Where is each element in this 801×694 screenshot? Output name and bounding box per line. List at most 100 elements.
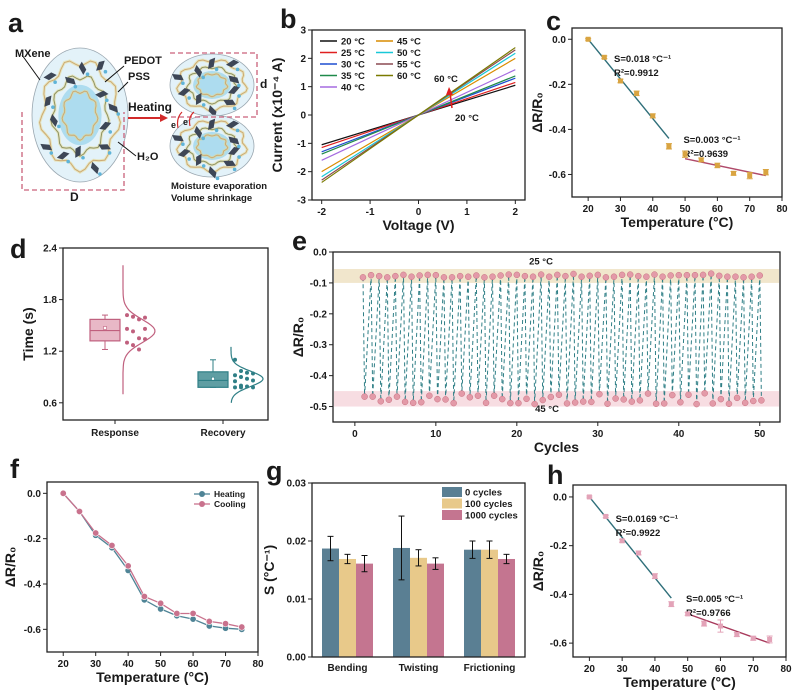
water-molecule (51, 105, 55, 109)
peak-point (683, 271, 691, 279)
leader-line (104, 65, 125, 83)
legend-label: Heating (214, 489, 245, 499)
x-tick-label: 20 (58, 659, 70, 670)
trough-point (563, 400, 571, 407)
trough-point (620, 396, 627, 403)
mxene-flake (98, 144, 111, 150)
peak-point (643, 273, 650, 280)
y-tick-label: -0.4 (24, 580, 42, 591)
x-tick-label: 70 (220, 659, 232, 670)
trough-point (579, 398, 587, 405)
trough-point (401, 398, 409, 406)
data-point (125, 340, 129, 345)
charts: 20 °C25 °C30 °C35 °C40 °C45 °C50 °C55 °C… (2, 26, 792, 691)
water-molecule (237, 83, 241, 88)
category-label: Response (91, 428, 139, 439)
trough-point (409, 399, 417, 407)
data-point (233, 379, 237, 384)
mxene-flake (177, 88, 191, 96)
mxene-flake (228, 136, 240, 145)
data-point (75, 507, 83, 515)
mxene-flake (225, 120, 240, 129)
legend-label: 40 °C (341, 82, 365, 93)
mxene-flake (75, 145, 81, 158)
peak-point (732, 273, 739, 280)
x-tick-label: 80 (780, 664, 792, 675)
peak-point (748, 273, 755, 280)
data-point (636, 550, 642, 556)
data-point (125, 313, 129, 318)
y-tick-label: -0.2 (549, 80, 567, 91)
peak-point (408, 273, 415, 280)
heating-arrow-head (160, 114, 168, 122)
water-molecule (201, 136, 205, 141)
band-label: 45 °C (535, 404, 559, 415)
mxene-flake (194, 125, 203, 139)
trough-point (418, 398, 425, 406)
y-tick-label: 0.01 (287, 595, 307, 606)
mean-marker (211, 376, 215, 381)
r-squared-label: R²=0.9922 (616, 528, 661, 539)
data-point (222, 620, 230, 628)
distribution-curve (230, 346, 264, 403)
trough-point (571, 399, 579, 406)
x-tick-label: 60 (188, 659, 200, 670)
y-tick-label: -0.1 (310, 278, 328, 289)
trough-point (717, 395, 725, 403)
peak-point (473, 272, 480, 279)
trough-point (385, 396, 393, 403)
distribution-curve (122, 265, 156, 395)
trough-point (393, 393, 401, 400)
trough-point (490, 392, 498, 399)
data-point (701, 621, 707, 627)
x-tick-label: 0 (352, 429, 358, 440)
mxene-flake (228, 147, 241, 156)
water-molecule (57, 124, 61, 129)
chart-b: 20 °C25 °C30 °C35 °C40 °C45 °C50 °C55 °C… (269, 26, 526, 233)
fit-line (588, 496, 672, 599)
legend-label: 0 cycles (465, 488, 502, 499)
legend-label: 35 °C (341, 71, 365, 82)
data-point (767, 636, 773, 642)
peak-point (578, 273, 585, 280)
water-molecule (103, 69, 108, 74)
peak-point (359, 274, 367, 281)
data-point (734, 632, 740, 638)
trough-point (498, 395, 506, 403)
peak-point (529, 273, 537, 280)
temperature-arrow-head (446, 87, 453, 95)
peak-point (416, 272, 423, 279)
peak-point (707, 270, 715, 277)
category-label: Recovery (200, 428, 245, 439)
trough-point (758, 397, 765, 404)
data-point (233, 357, 237, 362)
data-point (251, 378, 255, 383)
mxene-flake (195, 153, 202, 167)
band-label: 25 °C (529, 256, 553, 267)
y-tick-label: 1 (300, 82, 306, 93)
data-point (143, 326, 147, 331)
mean-marker (103, 326, 107, 330)
legend-label: 20 °C (341, 36, 365, 47)
data-point (137, 336, 141, 341)
sensitivity-label: S=0.005 °C⁻¹ (686, 594, 743, 605)
chart-c: S=0.018 °C⁻¹ R²=0.9912 S=0.003 °C⁻¹ R²=0.96… (529, 27, 788, 230)
data-point (140, 592, 148, 600)
x-tick-label: 20 (583, 204, 595, 215)
sensitivity-label: S=0.018 °C⁻¹ (614, 54, 671, 65)
mxene-flake (223, 160, 236, 167)
y-tick-label: 0.03 (287, 479, 307, 490)
water-molecule (237, 94, 241, 98)
data-point (650, 113, 656, 119)
x-tick-label: 30 (592, 429, 604, 440)
y-axis-label: ΔR/R₀ (290, 317, 306, 357)
x-tick-label: 50 (155, 659, 167, 670)
data-point (131, 329, 135, 334)
mxene-flake (208, 105, 217, 118)
water-molecule (116, 112, 121, 116)
data-point (92, 529, 100, 537)
trough-point (555, 391, 563, 399)
trough-point (628, 398, 636, 405)
x-tick-label: 50 (680, 204, 692, 215)
response-curve (362, 273, 762, 405)
